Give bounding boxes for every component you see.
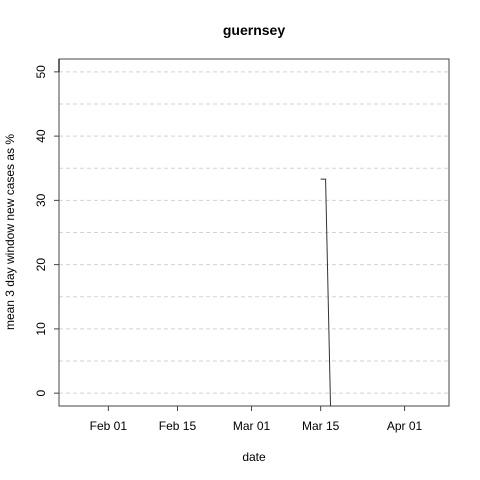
y-tick-label: 10	[34, 322, 48, 336]
y-axis-label: mean 3 day window new cases as %	[3, 134, 17, 330]
x-tick-label: Feb 15	[159, 419, 197, 433]
x-tick-label: Mar 15	[302, 419, 340, 433]
x-tick-label: Apr 01	[387, 419, 423, 433]
series	[58, 59, 332, 407]
x-axis: Feb 01 Feb 15 Mar 01 Mar 15 Apr 01	[90, 406, 423, 433]
x-axis-label: date	[242, 450, 266, 464]
y-axis: 0 10 20 30 40 50	[34, 65, 59, 396]
y-tick-label: 20	[34, 258, 48, 272]
y-tick-label: 0	[34, 389, 48, 396]
grid	[59, 71, 449, 394]
series-line	[320, 178, 332, 407]
y-tick-label: 30	[34, 193, 48, 207]
chart-title: guernsey	[223, 22, 285, 38]
y-tick-label: 50	[34, 65, 48, 79]
x-tick-label: Mar 01	[233, 419, 271, 433]
x-tick-label: Feb 01	[90, 419, 128, 433]
plot-frame	[58, 58, 450, 407]
y-tick-label: 40	[34, 129, 48, 143]
